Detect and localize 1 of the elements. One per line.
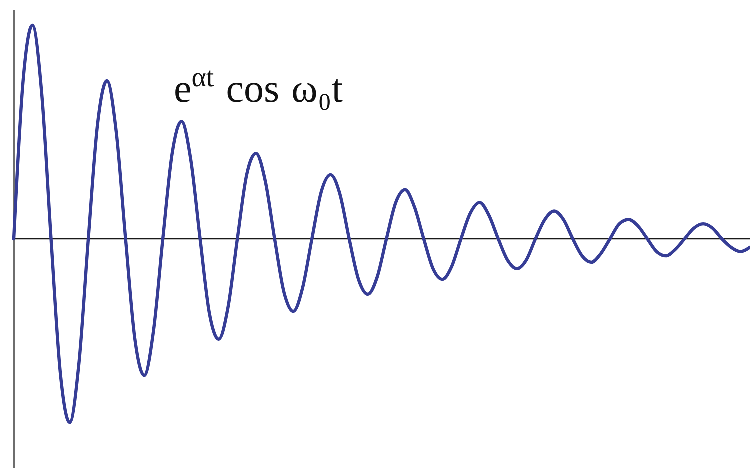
- annotation: e$^{αt}$ cos ω₀t: [174, 62, 343, 111]
